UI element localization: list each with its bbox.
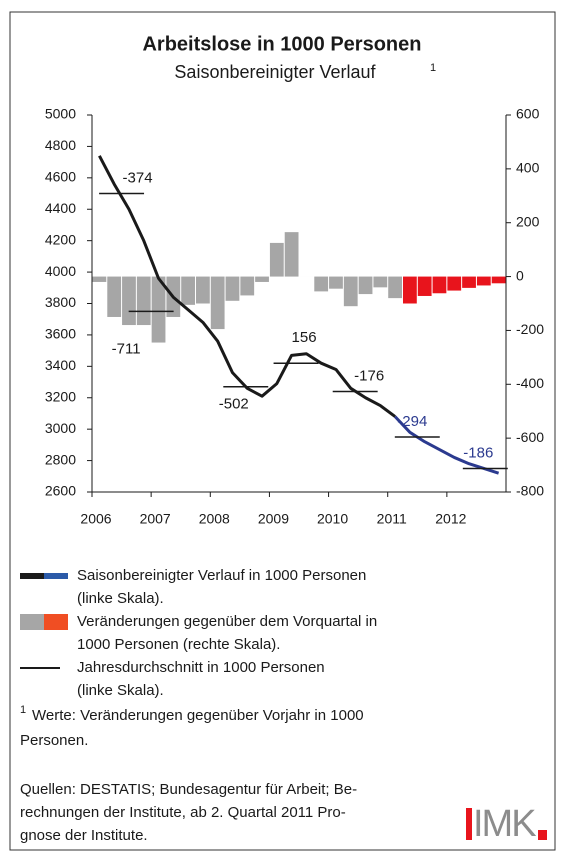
y2-tick-label: -800 [516, 483, 544, 499]
bar [107, 276, 122, 317]
chart-subtitle: Saisonbereinigter Verlauf [174, 62, 376, 82]
annual-change-label: -186 [463, 444, 493, 461]
y-tick-label: 4800 [45, 137, 76, 153]
annual-change-label: -176 [354, 367, 384, 384]
y-tick-label: 3600 [45, 326, 76, 342]
y-tick-label: 3400 [45, 357, 76, 373]
logo-bar [466, 808, 472, 840]
footnote: Personen. [20, 732, 88, 749]
bar [462, 276, 476, 288]
legend-label: (linke Skala). [77, 682, 164, 699]
bar [447, 276, 462, 291]
legend-swatch [44, 573, 68, 579]
y-tick-label: 4200 [45, 231, 76, 247]
bar [136, 276, 151, 326]
bar [388, 276, 402, 299]
legend-label: (linke Skala). [77, 590, 164, 607]
bar [92, 276, 107, 282]
bar [373, 276, 388, 288]
bar [122, 276, 136, 326]
y-tick-label: 4000 [45, 263, 76, 279]
frame [9, 11, 556, 851]
annual-change-label: -294 [397, 413, 427, 430]
sources: rechnungen der Institute, ab 2. Quartal … [20, 804, 346, 821]
logo: IMK [473, 803, 536, 845]
y2-tick-label: 400 [516, 160, 540, 176]
annual-change-label: -374 [123, 170, 153, 187]
y2-tick-label: -600 [516, 429, 544, 445]
bar [255, 276, 269, 282]
legend-swatch [20, 614, 44, 630]
bar [225, 276, 240, 301]
bar [196, 276, 210, 304]
x-tick-label: 2007 [140, 511, 171, 527]
legend-swatch [20, 573, 44, 579]
y-tick-label: 3200 [45, 388, 76, 404]
line [394, 415, 500, 475]
x-tick-label: 2009 [258, 511, 289, 527]
y-tick-label: 3800 [45, 294, 76, 310]
bar [358, 276, 373, 295]
x-tick-label: 2006 [80, 511, 111, 527]
bar [476, 276, 491, 286]
annual-change-label: -502 [219, 396, 249, 413]
legend-label: 1000 Personen (rechte Skala). [77, 636, 280, 653]
annual-change-label: 156 [292, 329, 317, 346]
x-tick-label: 2011 [377, 511, 407, 527]
bar [181, 276, 195, 305]
bar [432, 276, 447, 294]
chart-title: Arbeitslose in 1000 Personen [142, 33, 421, 55]
y2-tick-label: 200 [516, 213, 540, 229]
bar [403, 276, 417, 304]
legend-swatch [44, 614, 68, 630]
line [98, 155, 397, 418]
y-tick-label: 4600 [45, 169, 76, 185]
bar [314, 276, 329, 292]
y-tick-label: 4400 [45, 200, 76, 216]
bar [491, 276, 506, 284]
y-tick-label: 2600 [45, 483, 76, 499]
y2-tick-label: -200 [516, 321, 544, 337]
footnote-marker: 1 [20, 704, 26, 716]
y-tick-label: 5000 [45, 106, 76, 122]
x-tick-label: 2010 [317, 511, 348, 527]
bar [329, 276, 343, 289]
y-tick-label: 2800 [45, 451, 76, 467]
bar [343, 276, 358, 307]
legend-label: Veränderungen gegenüber dem Vorquartal i… [77, 613, 377, 630]
bar [284, 232, 299, 277]
y-tick-label: 3000 [45, 420, 76, 436]
annual-change-label: -711 [112, 340, 141, 357]
x-tick-label: 2012 [435, 511, 466, 527]
legend-label: Jahresdurchschnitt in 1000 Personen [77, 659, 325, 676]
bar [151, 276, 166, 343]
sources: gnose der Institute. [20, 827, 148, 844]
legend-label: Saisonbereinigter Verlauf in 1000 Person… [77, 567, 366, 584]
sources: Quellen: DESTATIS; Bundesagentur für Arb… [20, 781, 357, 798]
subtitle-note: 1 [430, 62, 436, 74]
bar [240, 276, 255, 296]
logo-dot [538, 830, 547, 840]
y2-tick-label: -400 [516, 375, 544, 391]
bar [210, 276, 225, 330]
y2-tick-label: 600 [516, 106, 540, 122]
bar [269, 242, 284, 277]
footnote: Werte: Veränderungen gegenüber Vorjahr i… [32, 707, 364, 724]
x-tick-label: 2008 [199, 511, 230, 527]
bar [417, 276, 432, 296]
y2-tick-label: 0 [516, 267, 524, 283]
